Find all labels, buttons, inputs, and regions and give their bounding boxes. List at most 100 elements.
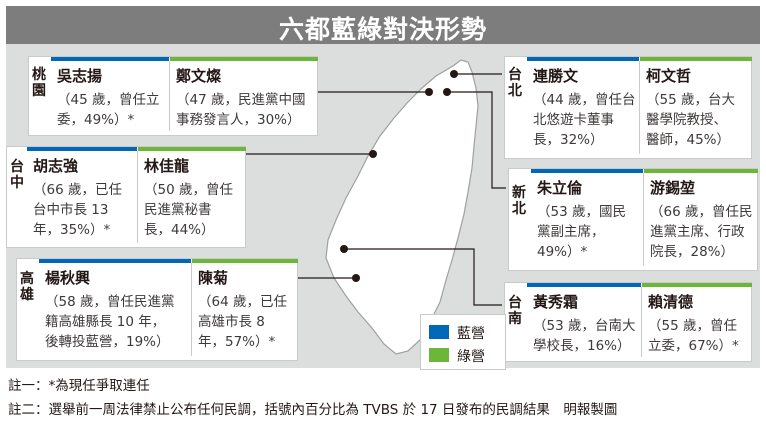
candidate-green: 賴清德 （55 歲，曾任 立委，67%）* (642, 283, 752, 361)
candidate-desc: （53 歲，國民 黨副主席， 49%）* (537, 202, 626, 262)
candidate-name: 柯文哲 (646, 67, 692, 85)
candidate-name: 連勝文 (533, 67, 579, 85)
region-box-taoyuan: 桃園 吳志揚 （45 歲，曾任立 委，49%）* 鄭文燦 （47 歲，民進黨中國… (28, 56, 318, 136)
desc-line: 長，32%） (533, 132, 604, 148)
candidate-green: 游錫堃 （66 歲，曾任民 進黨主席、行政 院長，28%） (644, 169, 758, 270)
region-box-tainan: 台南 黃秀霜 （53 歲，台南大 學校長，16%） 賴清德 （55 歲，曾任 立… (504, 282, 752, 362)
candidate-desc: （64 歲，已任 高雄市長 8 年，57%）* (198, 292, 287, 352)
candidate-name: 林佳龍 (144, 157, 190, 175)
desc-line: 籍高雄縣長 10 年， (45, 314, 166, 330)
divider (137, 151, 138, 243)
legend-swatch-blue (429, 325, 449, 339)
desc-line: 北悠遊卡董事 (533, 112, 614, 128)
desc-line: （44 歲，曾任台 (533, 92, 636, 108)
desc-line: 49%）* (537, 244, 588, 260)
candidate-green: 陳菊 （64 歲，已任 高雄市長 8 年，57%）* (192, 259, 298, 360)
region-box-newtaipei: 新北 朱立倫 （53 歲，國民 黨副主席， 49%）* 游錫堃 （66 歲，曾任… (508, 168, 758, 271)
party-bar-blue (531, 169, 643, 173)
desc-line: （66 歲，曾任民 (650, 204, 753, 220)
desc-line: （55 歲，台大 (646, 92, 735, 108)
candidate-name: 朱立倫 (537, 179, 583, 197)
region-label: 台南 (508, 295, 522, 327)
desc-line: 委，49%）* (57, 112, 135, 128)
party-bar-green (138, 147, 246, 151)
divider (641, 287, 642, 357)
candidate-desc: （66 歲，曾任民 進黨主席、行政 院長，28%） (650, 202, 752, 262)
desc-line: 立委，67%）* (648, 338, 739, 354)
desc-line: （64 歲，已任 (198, 294, 287, 310)
candidate-green: 林佳龍 （50 歲，曾任 民進黨秘書 長，44%） (138, 147, 246, 247)
candidate-desc: （53 歲，台南大 學校長，16%） (533, 316, 635, 356)
leader-line-tainan (344, 248, 502, 306)
region-label: 台中 (10, 159, 24, 191)
candidate-desc: （44 歲，曾任台 北悠遊卡董事 長，32%） (533, 90, 635, 150)
candidate-name: 賴清德 (648, 293, 694, 311)
desc-line: 高雄市長 8 (198, 314, 265, 330)
party-bar-blue (527, 57, 639, 61)
candidate-green: 鄭文燦 （47 歲，民進黨中國 事務發言人，30%） (170, 57, 318, 135)
party-bar-green (642, 283, 752, 287)
party-bar-green (640, 57, 752, 61)
desc-line: （45 歲，曾任立 (57, 92, 160, 108)
desc-line: （66 歲，已任 (33, 182, 122, 198)
party-bar-blue (39, 259, 191, 263)
city-dot-newtaipei (443, 88, 451, 96)
city-dot-tainan (340, 245, 348, 253)
desc-line: 台中市長 13 (33, 202, 109, 218)
region-label: 新北 (512, 185, 526, 217)
desc-line: 後轉投藍營，19%） (45, 334, 170, 350)
party-bar-blue (27, 147, 137, 151)
candidate-name: 陳菊 (198, 269, 229, 287)
desc-line: （50 歲，曾任 (144, 182, 233, 198)
candidate-blue: 吳志揚 （45 歲，曾任立 委，49%）* (51, 57, 169, 135)
candidate-blue: 黃秀霜 （53 歲，台南大 學校長，16%） (527, 283, 641, 361)
candidate-desc: （47 歲，民進黨中國 事務發言人，30%） (176, 90, 305, 130)
candidate-name: 游錫堃 (650, 179, 696, 197)
city-dot-kaohsiung (352, 274, 360, 282)
candidate-blue: 胡志強 （66 歲，已任 台中市長 13 年，35%）* (27, 147, 137, 247)
candidate-name: 黃秀霜 (533, 293, 579, 311)
graphic-panel: 六都藍綠對決形勢 桃園 吳志揚 （45 歲，曾任立 委，49%）* 鄭文燦 （4… (6, 6, 760, 370)
divider (169, 61, 170, 131)
candidate-name: 楊秋興 (45, 269, 91, 287)
candidate-desc: （55 歲，台大 醫學院教授、 醫師，45%） (646, 90, 735, 150)
party-bar-blue (527, 283, 641, 287)
region-label: 高雄 (20, 271, 34, 303)
candidate-desc: （50 歲，曾任 民進黨秘書 長，44%） (144, 180, 233, 240)
desc-line: 醫師，45%） (646, 132, 731, 148)
desc-line: 學校長，16%） (533, 338, 631, 354)
desc-line: （55 歲，曾任 (648, 318, 737, 334)
footnote-2: 註二：選舉前一周法律禁止公布任何民調，括號內百分比為 TVBS 於 17 日發布… (8, 402, 618, 418)
candidate-name: 胡志強 (33, 157, 79, 175)
region-box-taipei: 台北 連勝文 （44 歲，曾任台 北悠遊卡董事 長，32%） 柯文哲 （55 歲… (504, 56, 752, 159)
candidate-name: 鄭文燦 (176, 67, 222, 85)
candidate-desc: （45 歲，曾任立 委，49%）* (57, 90, 159, 130)
candidate-name: 吳志揚 (57, 67, 103, 85)
region-label: 桃園 (32, 67, 46, 99)
legend-label: 藍營 (457, 326, 485, 342)
candidate-blue: 楊秋興 （58 歲，曾任民進黨 籍高雄縣長 10 年， 後轉投藍營，19%） (39, 259, 191, 360)
city-dot-taipei (450, 70, 458, 78)
leader-lines (246, 73, 506, 306)
divider (639, 61, 640, 154)
desc-line: （53 歲，台南大 (533, 318, 636, 334)
desc-line: 年，35%）* (33, 222, 111, 238)
desc-line: 事務發言人，30%） (176, 112, 301, 128)
title-bar: 六都藍綠對決形勢 (6, 6, 760, 44)
desc-line: 黨副主席， (537, 224, 605, 240)
city-dot-taichung (369, 150, 377, 158)
city-dots (340, 70, 458, 282)
party-bar-green (644, 169, 758, 173)
desc-line: （53 歲，國民 (537, 204, 626, 220)
taiwan-map (246, 59, 506, 355)
candidate-desc: （66 歲，已任 台中市長 13 年，35%）* (33, 180, 122, 240)
divider (191, 263, 192, 356)
party-bar-green (192, 259, 298, 263)
desc-line: （58 歲，曾任民進黨 (45, 294, 175, 310)
chart-title: 六都藍綠對決形勢 (278, 15, 487, 44)
desc-line: 院長，28%） (650, 244, 735, 260)
legend-label: 綠營 (457, 349, 485, 365)
desc-line: （47 歲，民進黨中國 (176, 92, 306, 108)
region-label: 台北 (508, 67, 522, 99)
